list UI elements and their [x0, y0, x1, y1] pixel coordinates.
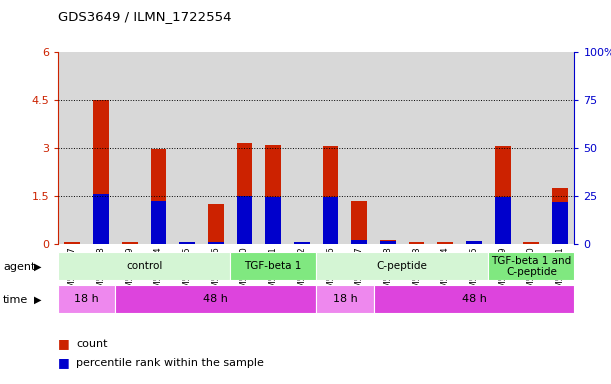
Bar: [179, 242, 195, 244]
Bar: [552, 202, 568, 244]
Text: ▶: ▶: [34, 262, 42, 272]
Bar: [208, 204, 224, 244]
Text: ▶: ▶: [34, 295, 42, 305]
Bar: [65, 242, 80, 244]
Bar: [316, 285, 373, 313]
Bar: [87, 52, 115, 244]
Bar: [517, 52, 546, 244]
Bar: [380, 240, 396, 244]
Bar: [122, 242, 137, 244]
Bar: [236, 196, 252, 244]
Bar: [208, 242, 224, 244]
Text: 18 h: 18 h: [75, 294, 99, 304]
Bar: [437, 242, 453, 244]
Text: TGF-beta 1 and
C-peptide: TGF-beta 1 and C-peptide: [491, 255, 571, 277]
Bar: [323, 197, 338, 244]
Bar: [323, 146, 338, 244]
Bar: [351, 240, 367, 244]
Bar: [524, 242, 539, 244]
Bar: [402, 52, 431, 244]
Bar: [316, 252, 488, 280]
Bar: [150, 149, 166, 244]
Bar: [488, 252, 574, 280]
Bar: [552, 188, 568, 244]
Bar: [265, 145, 281, 244]
Text: 48 h: 48 h: [203, 294, 229, 304]
Bar: [488, 52, 517, 244]
Bar: [294, 242, 310, 244]
Text: TGF-beta 1: TGF-beta 1: [244, 261, 302, 271]
Bar: [58, 52, 87, 244]
Bar: [288, 52, 316, 244]
Text: agent: agent: [3, 262, 35, 272]
Bar: [115, 52, 144, 244]
Bar: [351, 201, 367, 244]
Bar: [373, 52, 402, 244]
Bar: [173, 52, 202, 244]
Bar: [495, 146, 511, 244]
Bar: [546, 52, 574, 244]
Bar: [380, 241, 396, 244]
Bar: [144, 52, 173, 244]
Text: ■: ■: [58, 337, 70, 350]
Text: percentile rank within the sample: percentile rank within the sample: [76, 358, 264, 368]
Bar: [466, 241, 482, 244]
Text: control: control: [126, 261, 163, 271]
Text: ■: ■: [58, 356, 70, 369]
Bar: [179, 242, 195, 244]
Bar: [373, 285, 574, 313]
Text: 18 h: 18 h: [332, 294, 357, 304]
Bar: [236, 143, 252, 244]
Bar: [58, 285, 115, 313]
Text: time: time: [3, 295, 28, 305]
Text: count: count: [76, 339, 108, 349]
Bar: [58, 252, 230, 280]
Bar: [93, 194, 109, 244]
Bar: [345, 52, 373, 244]
Bar: [115, 285, 316, 313]
Bar: [150, 201, 166, 244]
Bar: [316, 52, 345, 244]
Bar: [466, 241, 482, 244]
Text: 48 h: 48 h: [461, 294, 486, 304]
Bar: [265, 197, 281, 244]
Bar: [230, 52, 259, 244]
Bar: [459, 52, 488, 244]
Bar: [93, 100, 109, 244]
Bar: [259, 52, 288, 244]
Bar: [294, 242, 310, 244]
Bar: [409, 242, 425, 244]
Bar: [202, 52, 230, 244]
Bar: [230, 252, 316, 280]
Text: C-peptide: C-peptide: [377, 261, 428, 271]
Bar: [431, 52, 459, 244]
Text: GDS3649 / ILMN_1722554: GDS3649 / ILMN_1722554: [58, 10, 232, 23]
Bar: [495, 197, 511, 244]
